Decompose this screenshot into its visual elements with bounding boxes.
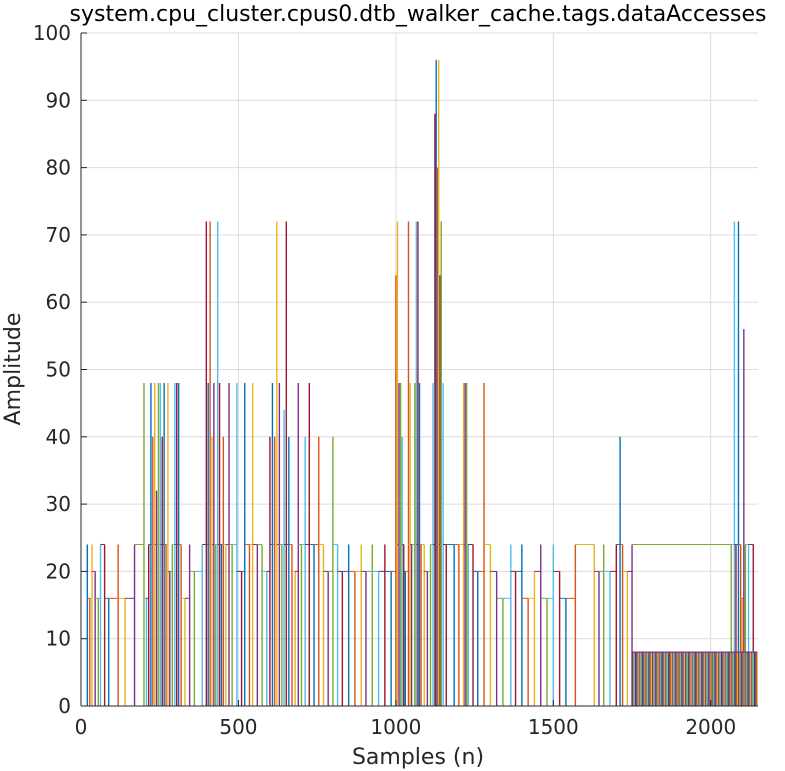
y-tick-label: 70: [46, 223, 71, 247]
y-tick-label: 60: [46, 290, 71, 314]
y-tick-label: 30: [46, 492, 71, 516]
y-tick-label: 50: [46, 358, 71, 382]
tick-labels: 0 500 1000 1500 2000 0 10 20 30 40 50 60 70 80 90 100: [33, 21, 736, 739]
x-tick-label: 1000: [370, 715, 421, 739]
y-tick-label: 80: [46, 156, 71, 180]
y-axis-label: Amplitude: [1, 313, 26, 426]
axes: [80, 32, 758, 707]
y-tick-label: 90: [46, 88, 71, 112]
x-tick-label: 2000: [685, 715, 736, 739]
chart-title: system.cpu_cluster.cpus0.dtb_walker_cach…: [70, 2, 767, 27]
y-tick-label: 40: [46, 425, 71, 449]
y-tick-label: 0: [58, 694, 71, 718]
y-tick-label: 10: [46, 627, 71, 651]
y-tick-label: 20: [46, 559, 71, 583]
x-tick-label: 1500: [528, 715, 579, 739]
x-axis-label: Samples (n): [352, 745, 484, 770]
x-tick-label: 0: [75, 715, 88, 739]
series-lines: [86, 59, 758, 706]
x-tick-label: 500: [219, 715, 257, 739]
y-tick-label: 100: [33, 21, 71, 45]
